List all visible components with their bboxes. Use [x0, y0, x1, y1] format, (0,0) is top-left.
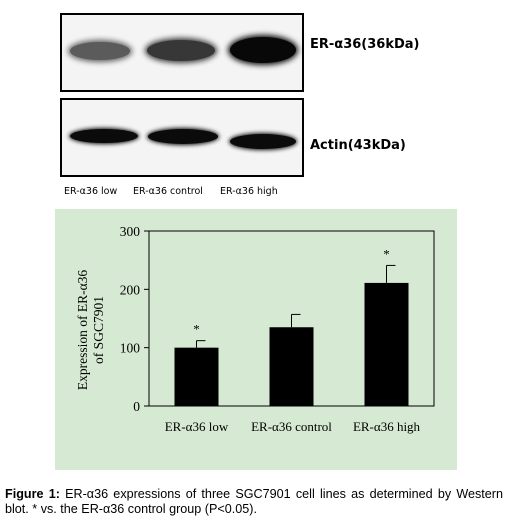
caption-label: Figure 1:: [5, 487, 60, 501]
y-tick-label-0: 0: [133, 399, 140, 414]
er-blot-label: ER-α36(36kDa): [310, 37, 420, 52]
er-band-control: [147, 40, 215, 61]
figure-caption: Figure 1: ER-α36 expressions of three SG…: [5, 487, 503, 517]
bar-0: [174, 347, 219, 406]
er-alpha36-blot: [60, 13, 304, 92]
actin-blot: [60, 98, 304, 177]
y-tick-label-2: 200: [120, 282, 141, 297]
y-tick-label-1: 100: [120, 341, 141, 356]
y-tick-label-3: 300: [120, 224, 141, 239]
lane-label-high: ER-α36 high: [220, 186, 278, 197]
x-tick-label-1: ER-α36 control: [251, 419, 332, 434]
y-axis-label-line1: Expression of ER-α36: [75, 270, 90, 391]
er-band-low: [70, 42, 130, 60]
actin-blot-label: Actin(43kDa): [310, 138, 406, 153]
bar-chart: Expression of ER-α36 of SGC7901 0 100 200 3…: [75, 224, 435, 434]
lane-label-low: ER-α36 low: [64, 186, 118, 197]
bar-1: [269, 327, 314, 406]
significance-marker-0: *: [193, 322, 200, 337]
er-band-high: [230, 37, 296, 63]
actin-band-low: [70, 129, 138, 143]
significance-marker-2: *: [383, 246, 390, 261]
bar-chart-panel: Expression of ER-α36 of SGC7901 0 100 200 3…: [55, 209, 457, 470]
x-tick-label-0: ER-α36 low: [165, 419, 229, 434]
actin-band-control: [148, 129, 218, 144]
bar-2: [364, 282, 409, 406]
actin-band-high: [230, 134, 296, 149]
caption-text: ER-α36 expressions of three SGC7901 cell…: [5, 487, 504, 516]
y-axis-label-line2: of SGC7901: [91, 296, 106, 364]
x-tick-label-2: ER-α36 high: [353, 419, 421, 434]
lane-label-control: ER-α36 control: [133, 186, 203, 197]
